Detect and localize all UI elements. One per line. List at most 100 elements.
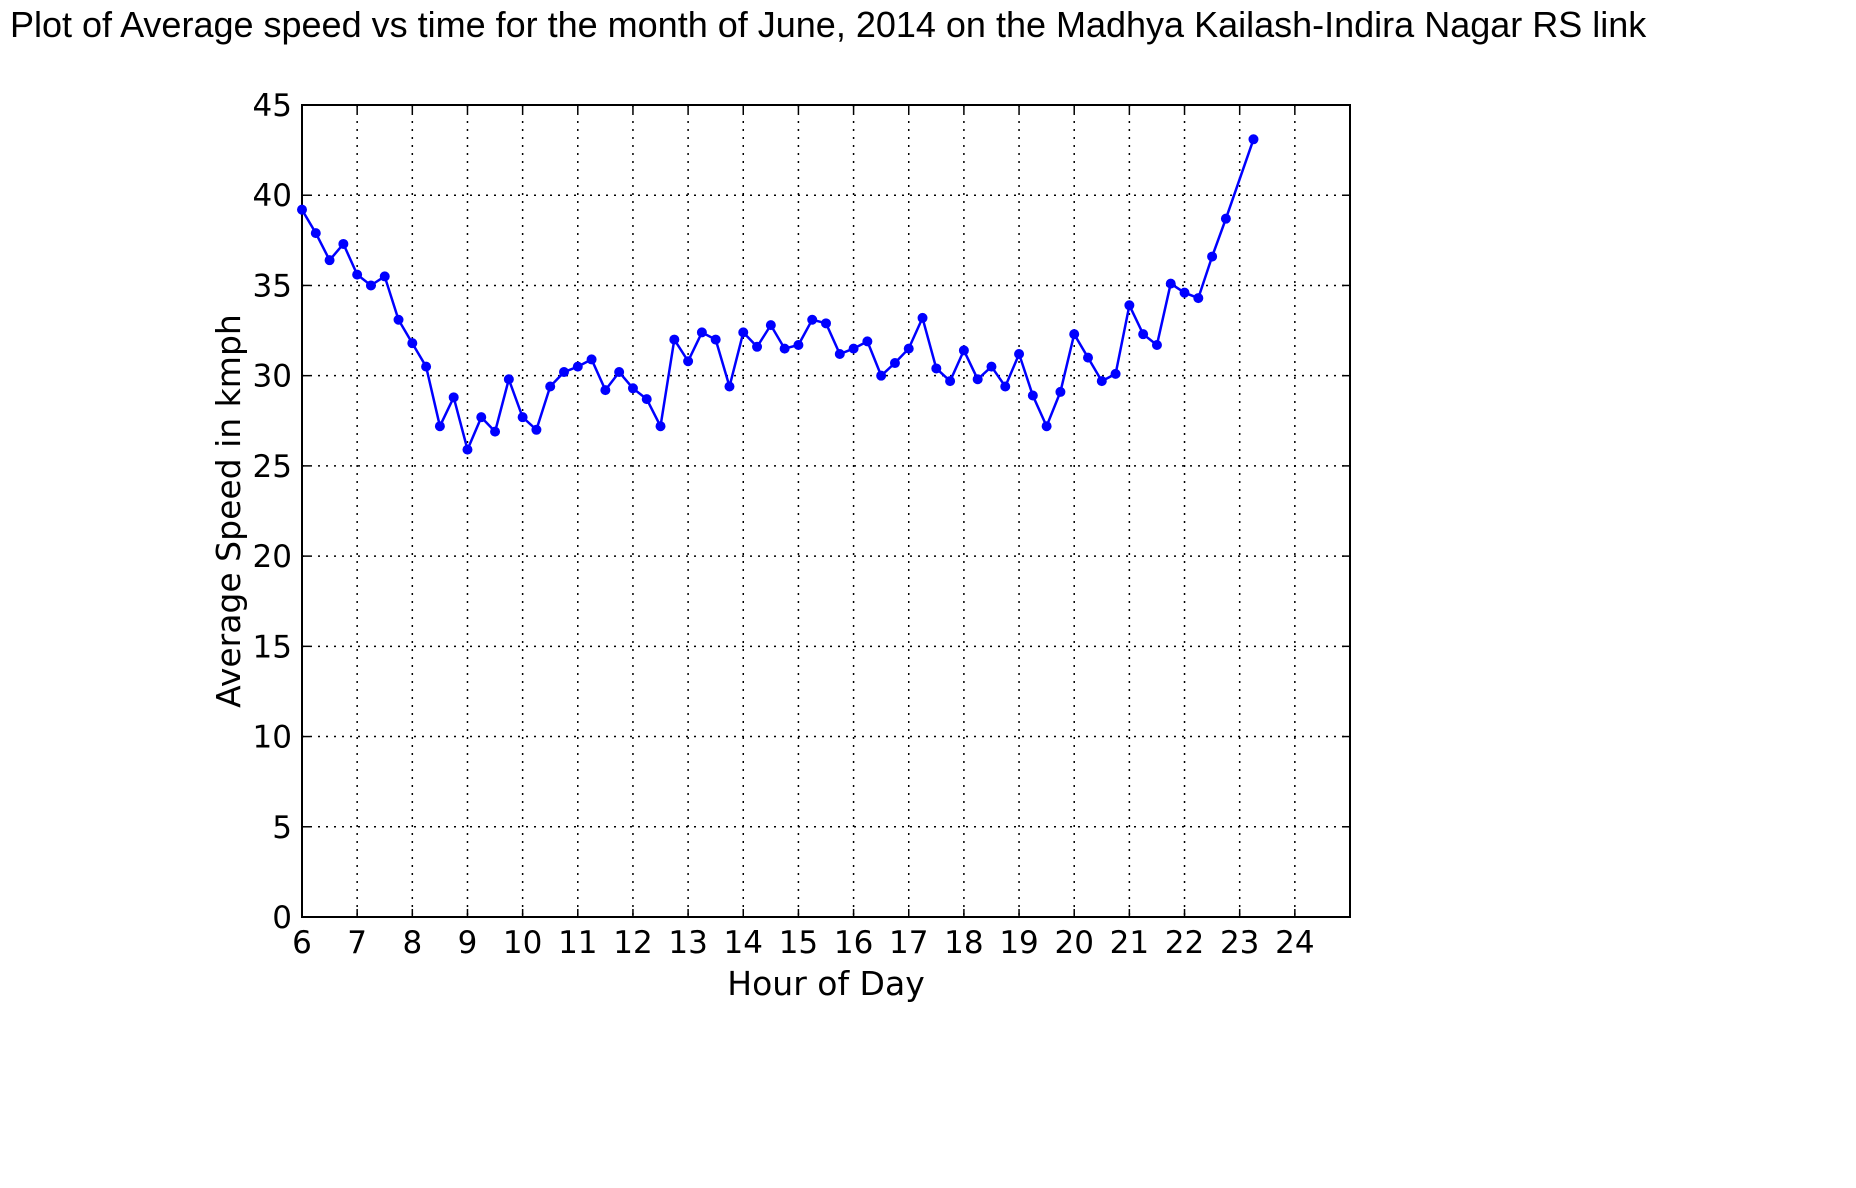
data-point: [1027, 390, 1038, 401]
data-point: [1138, 329, 1149, 340]
data-point: [448, 392, 459, 403]
data-point: [765, 320, 776, 331]
data-point: [421, 361, 432, 372]
data-point: [1041, 421, 1052, 432]
x-tick-label: 21: [1110, 925, 1149, 961]
data-point: [669, 334, 680, 345]
data-point: [338, 238, 349, 249]
x-tick-label: 9: [458, 925, 478, 961]
x-tick-label: 17: [889, 925, 928, 961]
data-point: [917, 312, 928, 323]
y-tick-label: 10: [253, 720, 292, 756]
data-point: [958, 345, 969, 356]
data-point: [1151, 339, 1162, 350]
x-tick-label: 14: [724, 925, 763, 961]
data-point: [393, 314, 404, 325]
data-point: [297, 204, 307, 215]
x-tick-label: 13: [668, 925, 707, 961]
x-tick-label: 20: [1054, 925, 1093, 961]
y-tick-label: 5: [272, 810, 292, 846]
data-point: [490, 426, 501, 437]
data-point: [1055, 386, 1066, 397]
x-tick-label: 16: [834, 925, 873, 961]
data-point: [972, 374, 983, 385]
data-point: [862, 336, 873, 347]
data-point: [738, 327, 749, 338]
y-tick-label: 30: [253, 359, 292, 395]
data-point: [559, 367, 569, 378]
data-point: [945, 376, 956, 387]
series-points: [297, 134, 1259, 455]
data-point: [517, 412, 528, 423]
data-point: [407, 338, 418, 349]
data-point: [324, 255, 335, 266]
data-point: [627, 383, 638, 394]
data-point: [1207, 251, 1218, 262]
axis-ticks: [301, 104, 1350, 918]
data-point: [834, 349, 845, 360]
y-tick-label: 0: [272, 900, 292, 936]
data-point: [462, 444, 473, 455]
data-point: [503, 374, 514, 385]
data-point: [1083, 352, 1093, 363]
data-point: [903, 343, 914, 354]
y-tick-label: 40: [253, 178, 292, 214]
x-tick-label: 19: [999, 925, 1038, 961]
data-point: [600, 385, 611, 396]
data-point: [365, 280, 376, 291]
data-point: [889, 358, 900, 369]
data-point: [724, 381, 735, 392]
data-point: [710, 334, 721, 345]
data-point: [752, 341, 763, 352]
data-point: [572, 361, 583, 372]
data-point: [793, 339, 804, 350]
data-point: [1096, 376, 1107, 387]
series-line: [300, 138, 1255, 454]
x-tick-label: 10: [503, 925, 542, 961]
x-tick-label: 24: [1275, 925, 1314, 961]
y-tick-labels: 0 5 10 15 20 25 30 35 40 45: [253, 88, 292, 936]
y-axis-label: Average Speed in kmph: [209, 314, 248, 708]
data-point: [379, 271, 390, 282]
x-tick-label: 8: [402, 925, 422, 961]
data-point: [986, 361, 997, 372]
data-point: [476, 412, 487, 423]
x-tick-label: 11: [558, 925, 597, 961]
data-point: [931, 363, 942, 374]
data-point: [683, 356, 694, 367]
x-tick-label: 15: [779, 925, 818, 961]
x-tick-label: 23: [1220, 925, 1259, 961]
x-tick-label: 22: [1165, 925, 1204, 961]
data-point: [1110, 368, 1121, 379]
x-tick-label: 18: [944, 925, 983, 961]
data-point: [1000, 381, 1011, 392]
data-point: [531, 424, 542, 435]
y-tick-label: 15: [253, 629, 292, 665]
data-point: [434, 421, 445, 432]
data-point: [1165, 278, 1176, 289]
data-point: [352, 269, 363, 280]
y-tick-label: 45: [253, 88, 292, 124]
y-tick-label: 35: [253, 268, 292, 304]
data-point: [545, 381, 556, 392]
data-point: [779, 343, 790, 354]
x-tick-label: 6: [292, 925, 312, 961]
data-point: [876, 370, 887, 381]
y-tick-label: 25: [253, 449, 292, 485]
data-point: [1248, 134, 1259, 145]
x-axis-label: Hour of Day: [727, 964, 924, 1003]
data-point: [1179, 287, 1190, 298]
data-point: [655, 421, 666, 432]
x-tick-labels: 6 7 8 9 10 11 12 13 14 15 16 17 18 19 20 21 22 23 24: [292, 925, 1314, 961]
data-point: [614, 367, 625, 378]
data-point: [848, 343, 859, 354]
plot-frame: [301, 104, 1351, 918]
data-point: [1124, 300, 1135, 311]
data-point: [641, 394, 652, 405]
data-point: [1014, 349, 1025, 360]
data-point: [310, 228, 321, 239]
x-tick-label: 12: [613, 925, 652, 961]
x-tick-label: 7: [347, 925, 367, 961]
grid-lines: [301, 104, 1350, 918]
